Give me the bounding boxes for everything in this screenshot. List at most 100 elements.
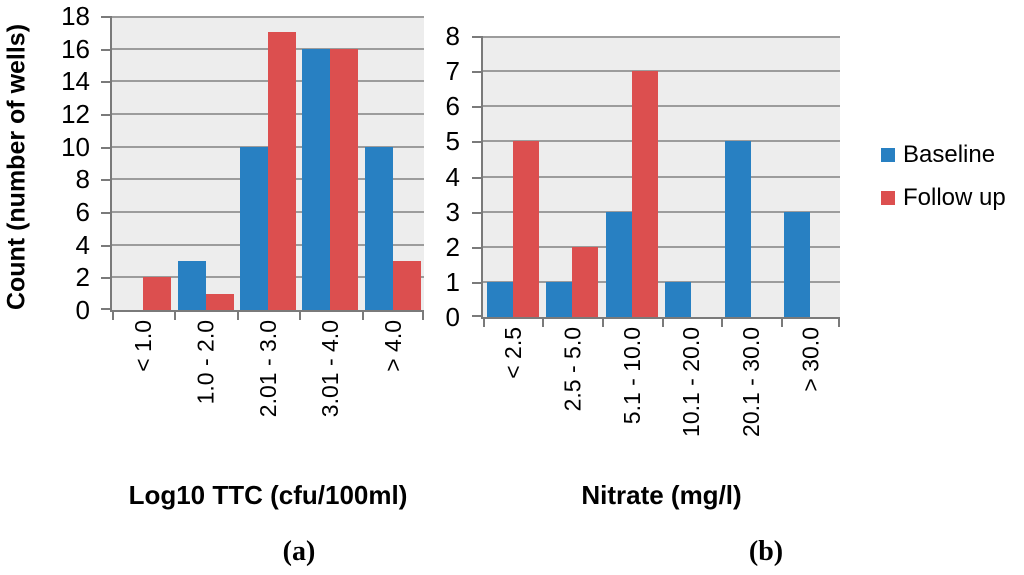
legend-item-baseline: Baseline <box>881 141 1006 170</box>
x-tick-label-text: < 2.5 <box>499 327 526 379</box>
y-tick-mark <box>472 71 481 74</box>
x-tick-label: > 4.0 <box>362 320 424 478</box>
bar-baseline <box>546 281 573 317</box>
x-tick-label-text: 1.0 - 2.0 <box>192 320 219 405</box>
y-tick-mark <box>472 106 481 109</box>
y-tick-mark <box>101 179 110 182</box>
x-axis-tick-labels: < 1.0 1.0 - 2.0 2.01 - 3.0 3.01 - 4.0 > 4.0 <box>112 320 424 478</box>
y-tick-label: 16 <box>61 33 90 64</box>
x-tick-mark <box>720 319 723 327</box>
gridline <box>483 175 840 178</box>
x-tick-label-text: < 1.0 <box>130 320 157 372</box>
y-tick-mark <box>101 277 110 280</box>
y-tick-mark <box>101 16 110 18</box>
bar-follow-up <box>205 293 234 310</box>
plot-area <box>101 16 424 320</box>
y-tick-mark <box>101 48 110 51</box>
bar-baseline <box>665 281 692 317</box>
x-tick-mark <box>542 319 545 327</box>
x-tick-label: 2.01 - 3.0 <box>237 320 299 478</box>
gridline <box>112 16 424 18</box>
x-tick-label: < 2.5 <box>483 327 543 485</box>
x-tick-label-text: 2.5 - 5.0 <box>559 327 586 412</box>
gridline <box>483 210 840 213</box>
x-tick-label: 2.5 - 5.0 <box>543 327 603 485</box>
x-tick-label-text: 20.1 - 30.0 <box>737 327 764 437</box>
y-tick-label: 4 <box>75 229 90 260</box>
bar-baseline <box>784 211 811 317</box>
y-tick-label: 14 <box>61 66 90 97</box>
x-tick-label-text: 5.1 - 10.0 <box>618 327 645 425</box>
bar-baseline <box>177 261 206 310</box>
x-tick-label: > 30.0 <box>781 327 841 485</box>
x-tick-label-text: 3.01 - 4.0 <box>317 320 344 418</box>
x-tick-mark <box>661 319 664 327</box>
x-tick-label: 20.1 - 30.0 <box>721 327 781 485</box>
bar-baseline <box>605 211 632 317</box>
gridline <box>483 36 840 38</box>
x-tick-mark <box>601 319 604 327</box>
y-tick-label: 6 <box>445 91 460 122</box>
y-tick-mark <box>101 146 110 149</box>
bar-follow-up <box>330 48 359 310</box>
y-tick-mark <box>472 211 481 214</box>
bar-baseline <box>240 146 268 310</box>
legend-label-baseline: Baseline <box>903 141 996 168</box>
y-tick-label: 2 <box>445 231 460 262</box>
gridline <box>483 140 840 143</box>
x-tick-label: 3.01 - 4.0 <box>299 320 361 478</box>
y-tick-mark <box>472 315 481 317</box>
x-tick-mark <box>838 319 840 327</box>
x-tick-label-text: > 4.0 <box>379 320 406 372</box>
y-tick-label: 8 <box>75 164 90 195</box>
legend: Baseline Follow up <box>881 141 1006 227</box>
legend-item-follow-up: Follow up <box>881 184 1006 213</box>
y-tick-label: 0 <box>75 295 90 325</box>
y-tick-label: 8 <box>445 21 460 51</box>
y-tick-mark <box>472 176 481 179</box>
y-tick-mark <box>101 81 110 84</box>
bar-follow-up <box>512 141 539 317</box>
x-axis-title: Log10 TTC (cfu/100ml) <box>128 480 408 510</box>
bar-follow-up <box>143 277 172 310</box>
bar-follow-up <box>268 32 296 310</box>
legend-swatch-follow-up <box>881 191 895 206</box>
subfigure-caption-b: (b) <box>748 536 784 567</box>
legend-label-follow-up: Follow up <box>903 183 1006 211</box>
x-tick-mark <box>780 319 783 327</box>
gridline <box>483 105 840 108</box>
y-tick-mark <box>101 244 110 247</box>
gridline <box>483 280 840 283</box>
y-tick-mark <box>472 246 481 249</box>
y-tick-mark <box>101 113 110 116</box>
x-tick-mark <box>361 312 364 320</box>
y-tick-label: 5 <box>445 126 460 157</box>
x-tick-mark <box>112 312 114 320</box>
y-tick-mark <box>472 141 481 144</box>
x-tick-label-text: 10.1 - 20.0 <box>678 327 705 437</box>
bar-baseline <box>724 141 751 317</box>
x-tick-label-text: > 30.0 <box>797 327 824 392</box>
bar-follow-up <box>392 261 421 310</box>
y-tick-label: 4 <box>445 161 460 192</box>
bar-follow-up <box>631 71 658 317</box>
subfigure-caption-a: (a) <box>282 536 316 567</box>
y-axis-title: Count (number of wells) <box>2 23 31 311</box>
y-tick-label: 7 <box>445 56 460 87</box>
y-tick-label: 2 <box>75 262 90 293</box>
plot-area <box>472 36 840 327</box>
y-tick-mark <box>472 281 481 284</box>
bar-follow-up <box>572 246 599 317</box>
gridline <box>483 245 840 248</box>
y-tick-mark <box>101 308 110 310</box>
x-axis-title: Nitrate (mg/l) <box>581 480 742 510</box>
x-axis-tick-labels: < 2.5 2.5 - 5.0 5.1 - 10.0 10.1 - 20.0 20.1 … <box>483 327 840 485</box>
y-tick-label: 10 <box>61 131 90 162</box>
x-tick-label: 10.1 - 20.0 <box>662 327 722 485</box>
gridline <box>483 70 840 73</box>
x-tick-label: < 1.0 <box>112 320 174 478</box>
x-tick-label-text: 2.01 - 3.0 <box>255 320 281 418</box>
x-tick-mark <box>236 312 239 320</box>
y-axis-tick-labels: 18 16 14 12 10 8 6 4 2 0 <box>30 3 90 323</box>
